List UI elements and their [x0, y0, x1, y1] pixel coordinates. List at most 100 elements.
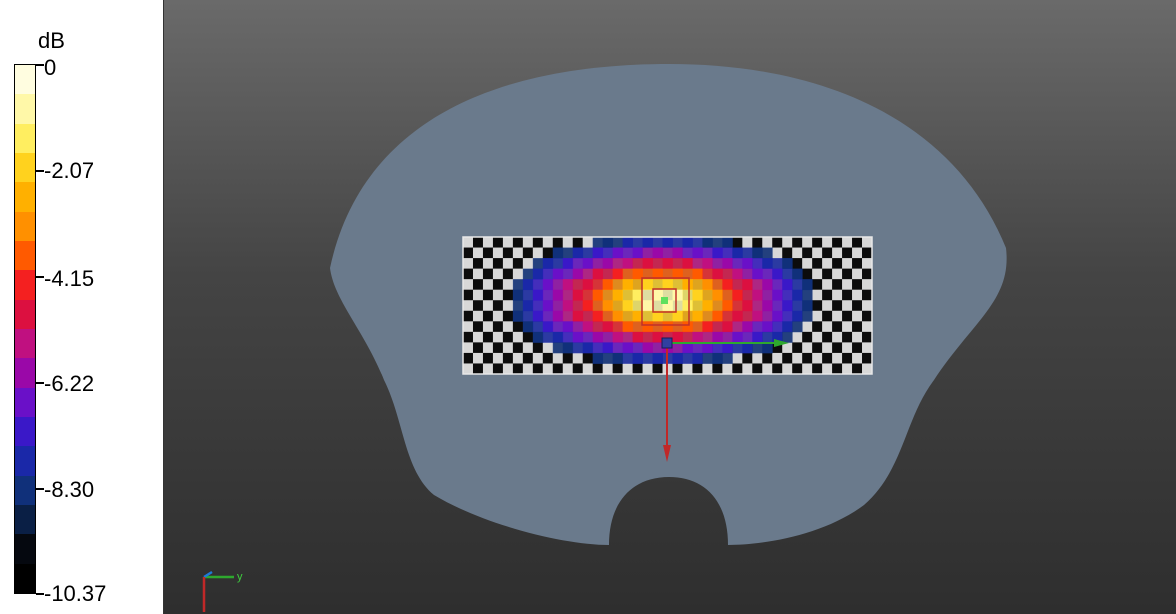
grid-cell	[522, 363, 534, 375]
grid-cell	[522, 289, 534, 301]
grid-cell	[842, 331, 853, 343]
grid-cell	[712, 342, 723, 354]
legend-unit-label: dB	[38, 28, 65, 53]
grid-cell	[852, 331, 863, 343]
grid-cell	[852, 237, 863, 248]
grid-cell	[463, 237, 474, 248]
grid-cell	[812, 237, 823, 248]
grid-cell	[742, 247, 753, 259]
grid-cell	[752, 268, 763, 280]
grid-cell	[732, 300, 743, 312]
grid-cell	[492, 331, 504, 343]
grid-cell	[572, 268, 584, 280]
grid-cell	[632, 321, 643, 333]
color-scale-band	[15, 328, 35, 359]
scene-canvas[interactable]: y	[164, 0, 1176, 614]
legend-tick-mark	[36, 488, 44, 490]
grid-cell	[463, 342, 474, 354]
grid-cell	[532, 310, 544, 322]
grid-cell	[482, 268, 494, 280]
grid-cell	[812, 268, 823, 280]
grid-cell	[582, 289, 594, 301]
grid-cell	[482, 321, 494, 333]
grid-cell	[562, 342, 574, 354]
grid-cell	[842, 279, 853, 291]
grid-cell	[782, 342, 793, 354]
grid-cell	[802, 352, 813, 364]
grid-cell	[562, 289, 574, 301]
grid-cell	[692, 237, 703, 248]
grid-cell	[722, 289, 733, 301]
grid-cell	[592, 300, 604, 312]
grid-cell	[802, 289, 813, 301]
grid-cell	[602, 363, 614, 375]
grid-cell	[562, 300, 574, 312]
grid-cell	[592, 279, 604, 291]
grid-cell	[662, 237, 673, 248]
grid-cell	[622, 310, 633, 322]
grid-cell	[752, 258, 763, 270]
grid-cell	[752, 363, 763, 375]
grid-cell	[472, 300, 484, 312]
grid-cell	[463, 352, 474, 364]
grid-cell	[662, 300, 673, 312]
grid-cell	[762, 247, 773, 259]
grid-cell	[772, 352, 783, 364]
grid-cell	[762, 289, 773, 301]
grid-cell	[463, 310, 474, 322]
grid-cell	[602, 321, 614, 333]
grid-cell	[732, 279, 743, 291]
grid-cell	[582, 268, 594, 280]
grid-cell	[552, 331, 564, 343]
grid-cell	[532, 300, 544, 312]
grid-cell	[482, 352, 494, 364]
grid-cell	[852, 247, 863, 259]
grid-cell	[482, 300, 494, 312]
grid-cell	[542, 331, 554, 343]
grid-cell	[672, 289, 683, 301]
grid-cell	[832, 300, 843, 312]
grid-cell	[592, 342, 604, 354]
grid-cell	[602, 342, 614, 354]
grid-cell	[722, 352, 733, 364]
color-scale-band	[15, 211, 35, 241]
grid-cell	[712, 258, 723, 270]
grid-cell	[682, 331, 693, 343]
grid-cell	[562, 279, 574, 291]
grid-cell	[492, 300, 504, 312]
grid-cell	[562, 268, 574, 280]
grid-cell	[852, 279, 863, 291]
color-scale-band	[15, 65, 35, 95]
grid-cell	[652, 321, 663, 333]
grid-cell	[842, 258, 853, 270]
grid-cell	[642, 247, 653, 259]
grid-cell	[762, 363, 773, 375]
grid-cell	[712, 363, 723, 375]
grid-cell	[692, 352, 703, 364]
grid-cell	[552, 247, 564, 259]
grid-cell	[772, 279, 783, 291]
grid-cell	[572, 258, 584, 270]
grid-cell	[842, 247, 853, 259]
grid-cell	[492, 352, 504, 364]
grid-cell	[752, 321, 763, 333]
grid-cell	[652, 268, 663, 280]
grid-cell	[492, 342, 504, 354]
grid-cell	[832, 342, 843, 354]
grid-cell	[463, 289, 474, 301]
grid-cell	[662, 321, 673, 333]
grid-cell	[492, 268, 504, 280]
grid-cell	[802, 247, 813, 259]
grid-cell	[532, 342, 544, 354]
grid-cell	[532, 331, 544, 343]
grid-cell	[532, 363, 544, 375]
grid-cell	[732, 342, 743, 354]
grid-cell	[812, 310, 823, 322]
3d-viewport[interactable]: y	[163, 0, 1176, 614]
grid-cell	[762, 300, 773, 312]
color-scale-bar	[14, 64, 36, 594]
grid-cell	[612, 342, 624, 354]
grid-cell	[472, 321, 484, 333]
grid-cell	[662, 331, 673, 343]
grid-cell	[592, 247, 604, 259]
